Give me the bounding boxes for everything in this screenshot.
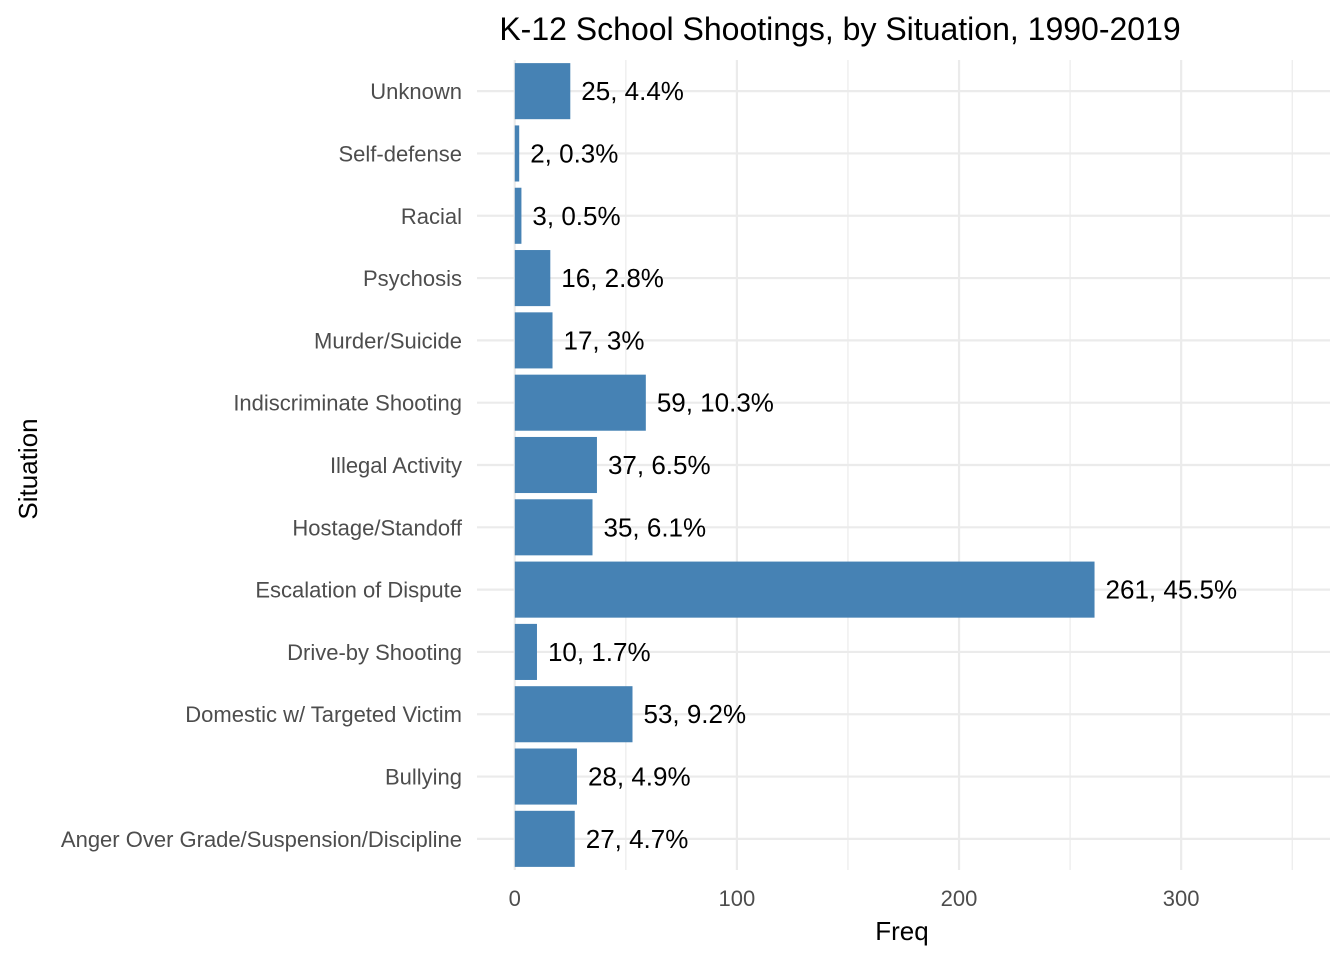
- bars-layer: [514, 63, 1095, 867]
- bar: [514, 125, 520, 182]
- y-tick-label: Anger Over Grade/Suspension/Discipline: [61, 827, 462, 852]
- bar: [514, 374, 646, 431]
- data-label: 25, 4.4%: [581, 76, 684, 106]
- x-tick-label: 100: [719, 886, 756, 911]
- bar: [514, 312, 553, 369]
- data-label: 16, 2.8%: [561, 263, 664, 293]
- data-labels-layer: 27, 4.7% 28, 4.9% 53, 9.2% 10, 1.7% 261, 45.…: [530, 76, 1237, 854]
- y-tick-label: Escalation of Dispute: [255, 578, 462, 603]
- y-tick-label: Illegal Activity: [330, 453, 462, 478]
- data-label: 3, 0.5%: [532, 201, 620, 231]
- bar: [514, 63, 571, 120]
- y-tick-label: Indiscriminate Shooting: [233, 391, 462, 416]
- x-tick-label: 0: [509, 886, 521, 911]
- y-tick-label: Racial: [401, 204, 462, 229]
- y-tick-label: Self-defense: [338, 141, 462, 166]
- y-tick-label: Psychosis: [363, 266, 462, 291]
- x-axis-title: Freq: [875, 916, 928, 946]
- data-label: 17, 3%: [564, 325, 645, 355]
- data-label: 37, 6.5%: [608, 450, 711, 480]
- y-tick-label: Unknown: [370, 79, 462, 104]
- y-tick-label: Drive-by Shooting: [287, 640, 462, 665]
- chart-title: K-12 School Shootings, by Situation, 199…: [499, 11, 1180, 47]
- y-tick-label: Hostage/Standoff: [292, 515, 462, 540]
- bar: [514, 187, 522, 244]
- y-tick-label: Murder/Suicide: [314, 328, 462, 353]
- y-axis-title: Situation: [13, 418, 43, 519]
- bar: [514, 561, 1095, 618]
- data-label: 28, 4.9%: [588, 762, 691, 792]
- data-label: 2, 0.3%: [530, 138, 618, 168]
- bar: [514, 250, 551, 307]
- data-label: 35, 6.1%: [604, 512, 707, 542]
- y-tick-label: Domestic w/ Targeted Victim: [185, 702, 462, 727]
- x-tick-labels-layer: 0 100 200 300: [509, 886, 1200, 911]
- x-tick-label: 200: [941, 886, 978, 911]
- bar: [514, 623, 537, 680]
- data-label: 59, 10.3%: [657, 388, 774, 418]
- y-tick-label: Bullying: [385, 765, 462, 790]
- bar: [514, 436, 597, 494]
- data-label: 10, 1.7%: [548, 637, 651, 667]
- data-label: 53, 9.2%: [643, 699, 746, 729]
- grid-layer: [477, 60, 1330, 870]
- y-tick-labels-layer: Anger Over Grade/Suspension/Discipline Bu…: [61, 79, 463, 852]
- data-label: 27, 4.7%: [586, 824, 689, 854]
- bar: [514, 748, 577, 805]
- x-tick-label: 300: [1163, 886, 1200, 911]
- data-label: 261, 45.5%: [1106, 575, 1238, 605]
- bar: [514, 499, 593, 556]
- bar: [514, 810, 575, 867]
- bar: [514, 686, 633, 743]
